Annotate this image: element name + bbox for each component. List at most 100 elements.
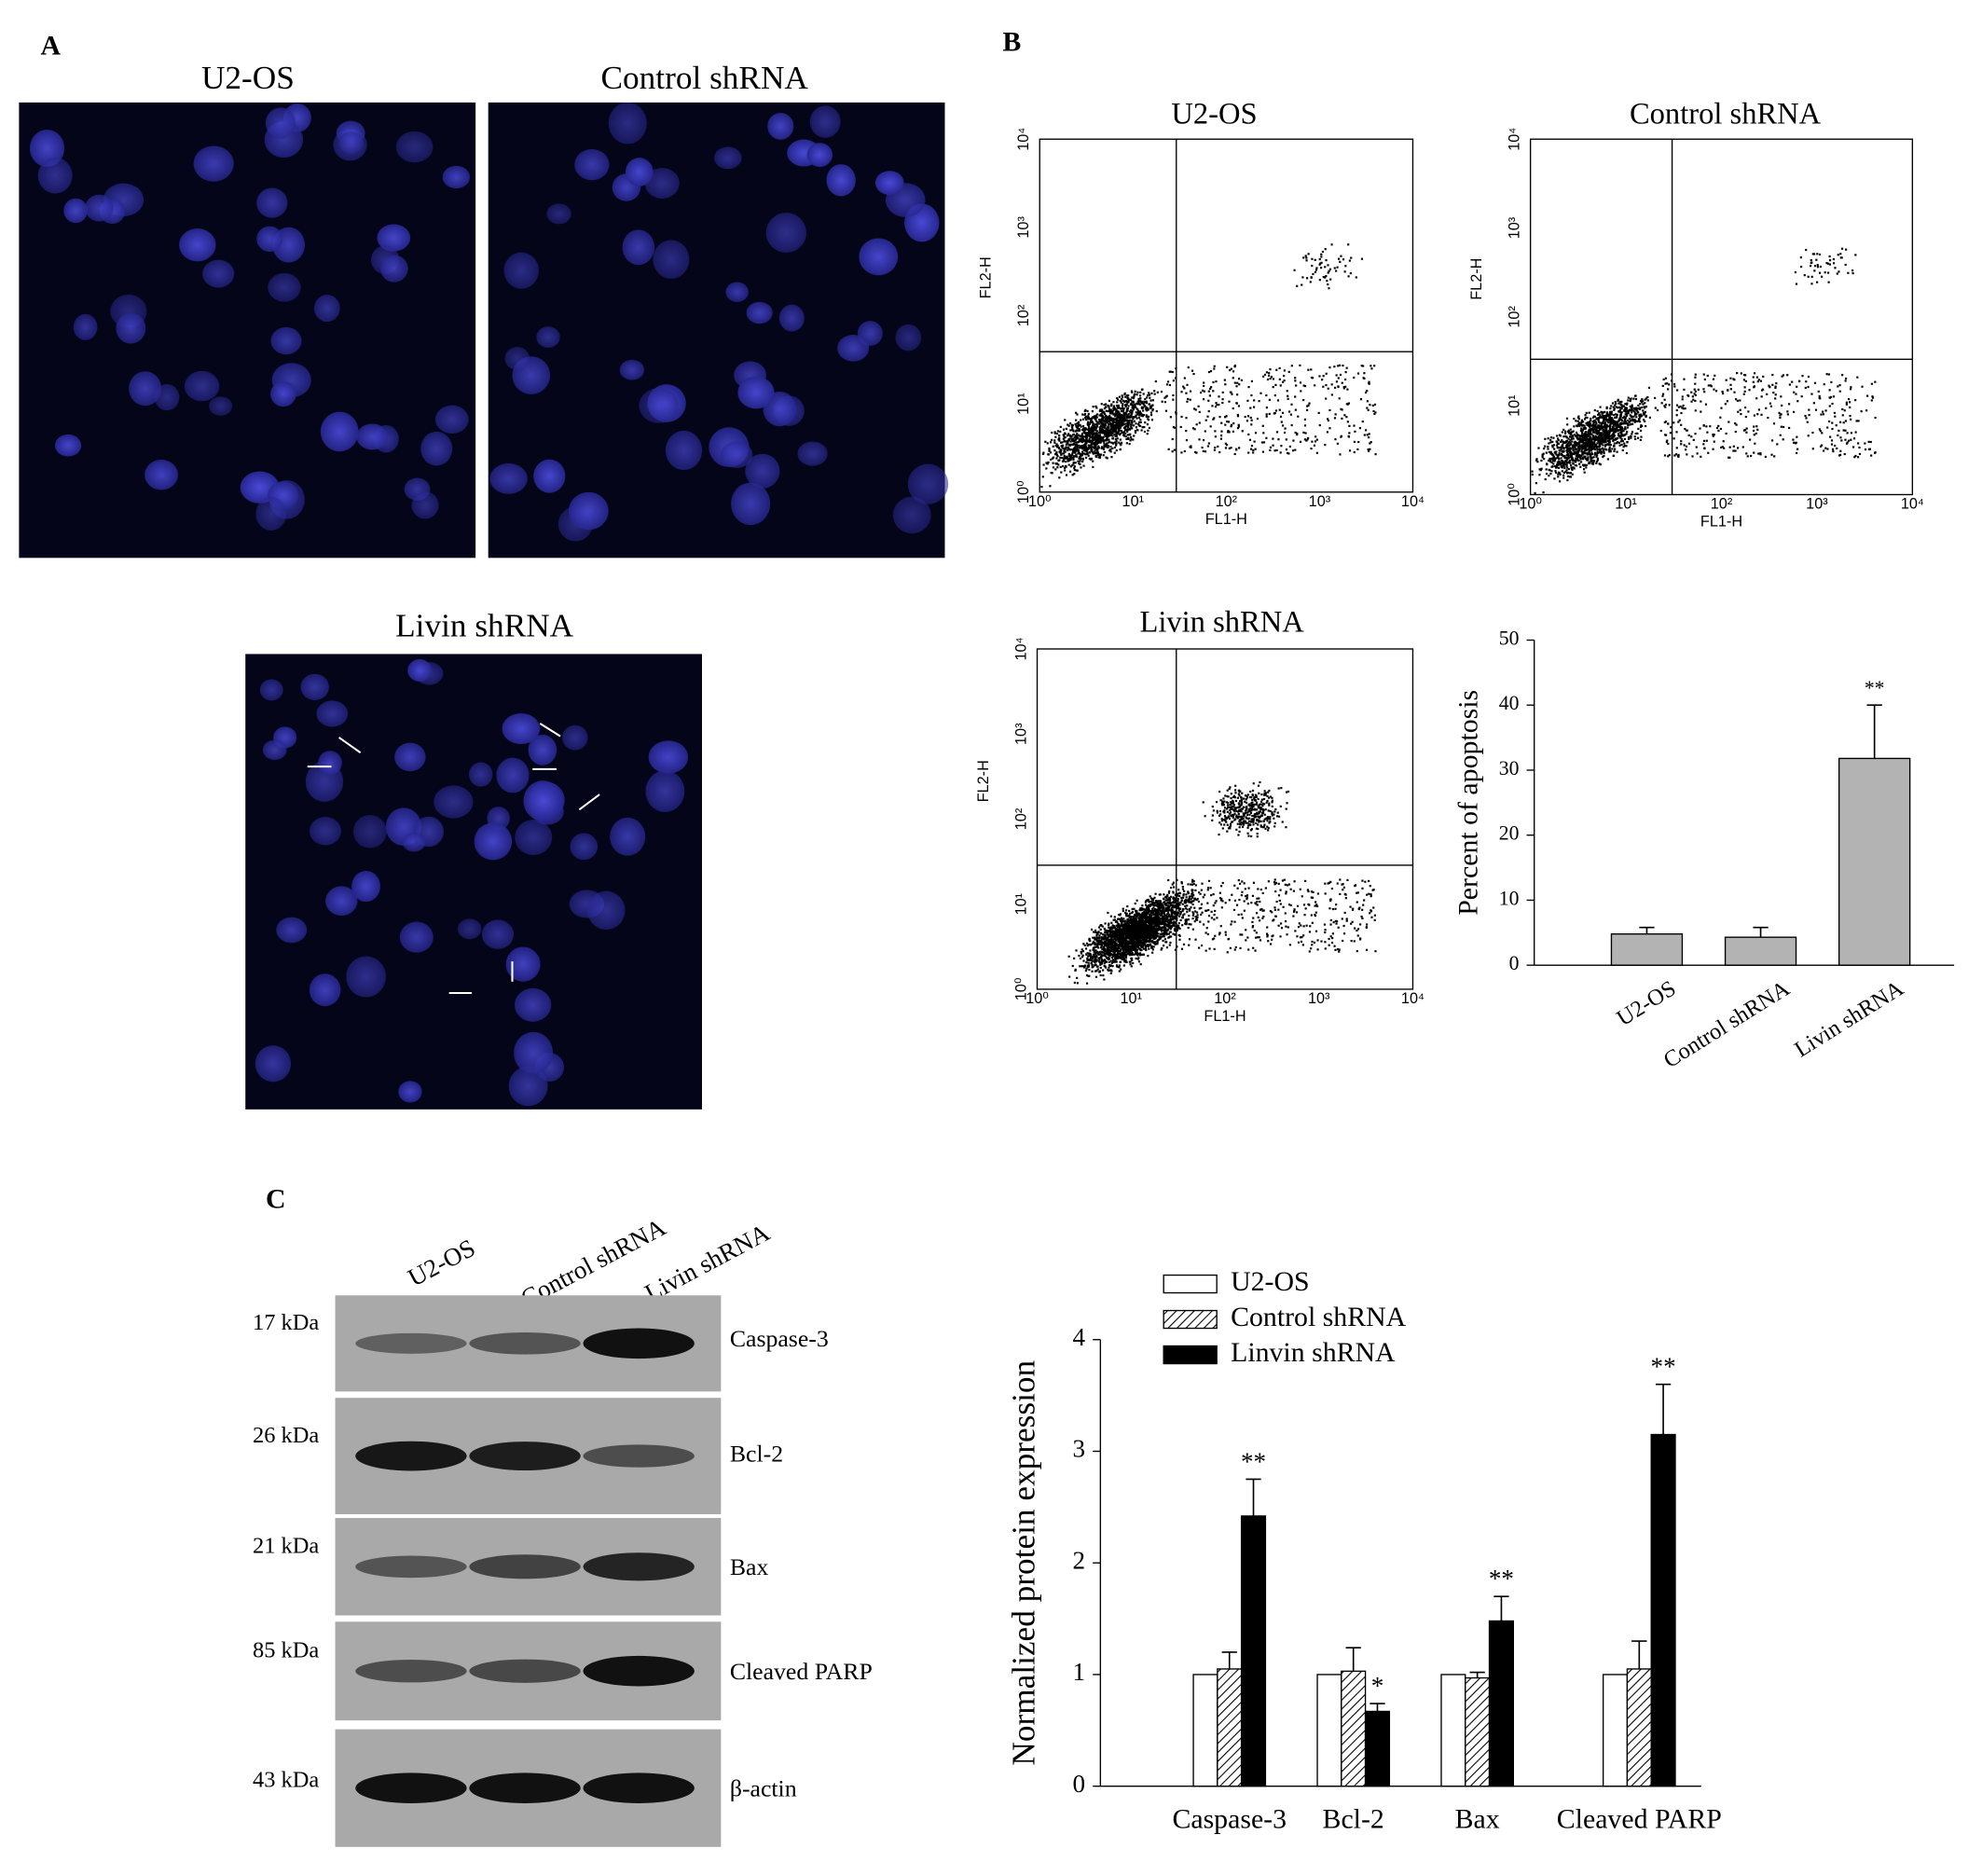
event <box>1556 455 1559 458</box>
event <box>1171 450 1174 453</box>
event <box>1053 449 1056 452</box>
event <box>1756 413 1759 416</box>
event <box>1739 408 1741 411</box>
event <box>1685 445 1688 448</box>
event <box>1337 365 1340 367</box>
event <box>1094 443 1098 446</box>
event <box>1078 421 1080 423</box>
event <box>1119 413 1122 416</box>
event <box>1800 395 1803 398</box>
event <box>1108 438 1110 441</box>
event <box>1536 461 1539 463</box>
event <box>1122 405 1124 407</box>
event <box>1106 436 1108 439</box>
event <box>1779 416 1782 420</box>
event <box>1619 407 1622 409</box>
event <box>1325 259 1328 262</box>
event <box>1552 444 1556 447</box>
event <box>1147 407 1149 409</box>
event <box>1122 411 1125 415</box>
event <box>1087 425 1091 428</box>
event <box>1551 454 1555 457</box>
event <box>1097 453 1101 456</box>
event <box>1584 416 1588 420</box>
event <box>1703 378 1706 381</box>
event <box>1102 969 1105 972</box>
event <box>1144 901 1147 904</box>
event <box>1067 444 1070 447</box>
event <box>1719 416 1722 419</box>
event <box>1072 457 1075 460</box>
event <box>1543 458 1546 461</box>
micrograph <box>19 102 476 559</box>
event <box>1108 449 1111 452</box>
event <box>1624 407 1627 409</box>
event <box>1149 411 1153 414</box>
event <box>1617 432 1620 435</box>
event <box>1624 426 1627 429</box>
event <box>1095 939 1098 942</box>
event <box>1103 426 1107 429</box>
event <box>1321 379 1324 381</box>
event <box>1072 458 1075 462</box>
nucleus <box>536 326 560 349</box>
event <box>1287 394 1289 397</box>
event <box>1104 418 1107 421</box>
event <box>1065 465 1067 468</box>
event <box>1591 452 1594 456</box>
event <box>1061 441 1064 444</box>
event <box>1687 434 1690 436</box>
event <box>1322 385 1325 388</box>
event <box>1342 365 1344 367</box>
event <box>1590 462 1593 465</box>
event <box>1268 412 1271 416</box>
event <box>1681 395 1684 398</box>
event <box>1573 445 1576 448</box>
event <box>1122 416 1125 419</box>
event <box>1668 383 1671 386</box>
event <box>1550 458 1553 461</box>
event <box>1589 426 1591 429</box>
event <box>1823 449 1825 452</box>
event <box>1675 414 1678 417</box>
event <box>1165 933 1168 936</box>
event <box>1164 409 1168 412</box>
event <box>1112 944 1116 947</box>
event <box>1279 384 1282 387</box>
event <box>1571 431 1574 434</box>
event <box>1559 463 1562 466</box>
event <box>1845 248 1848 251</box>
event <box>1625 412 1629 415</box>
event <box>1111 430 1114 434</box>
event <box>1590 417 1592 421</box>
event <box>1690 391 1693 393</box>
event <box>1575 457 1577 460</box>
nucleus <box>619 359 645 380</box>
event <box>1857 442 1860 445</box>
event <box>1108 421 1111 424</box>
event <box>1068 457 1071 461</box>
event <box>1105 403 1108 406</box>
event <box>1100 436 1103 439</box>
event <box>1063 437 1066 440</box>
event <box>1136 417 1138 420</box>
event <box>1291 449 1295 452</box>
event <box>1631 416 1633 419</box>
event <box>1852 437 1856 440</box>
event <box>1774 397 1777 400</box>
event <box>1586 423 1589 426</box>
event <box>1619 411 1622 414</box>
event <box>1097 957 1100 959</box>
event <box>1110 441 1113 444</box>
event <box>1077 424 1080 428</box>
event <box>1074 441 1077 444</box>
event <box>1305 256 1308 259</box>
event <box>1367 448 1370 451</box>
event <box>1574 442 1576 445</box>
event <box>1580 444 1583 447</box>
event <box>1593 445 1596 448</box>
nucleus <box>270 326 302 355</box>
event <box>1114 438 1117 441</box>
event <box>1581 424 1584 427</box>
event <box>1136 899 1138 902</box>
